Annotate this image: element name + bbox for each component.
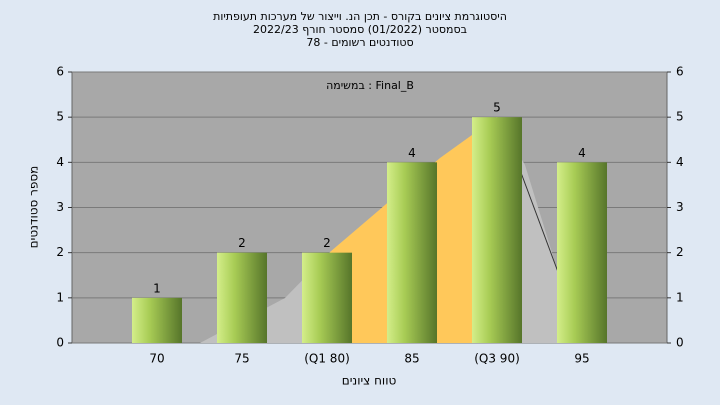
- bar: [557, 162, 607, 343]
- value-label: 4: [578, 146, 586, 160]
- y-tick-label: 6: [56, 65, 64, 79]
- chart-subtitle: סטודנטים רשומים - 78: [306, 36, 413, 49]
- bar: [302, 252, 352, 343]
- y2-tick-label: 6: [676, 65, 684, 79]
- y2-tick-label: 2: [676, 245, 684, 259]
- y-tick-label: 5: [56, 110, 64, 124]
- x-tick-label: 85: [404, 352, 419, 366]
- x-tick-label: 75: [234, 352, 249, 366]
- bar: [217, 252, 267, 343]
- chart-title: היסטוגרמת ציונים בקורס - תכן הנ. וייצור …: [213, 10, 507, 23]
- bar: [387, 162, 437, 343]
- y2-tick-label: 1: [676, 290, 684, 304]
- annotation: במשימה : Final_B: [326, 79, 414, 92]
- value-label: 5: [493, 101, 501, 115]
- chart-subtitle: בסמסטר (01/2022) סמסטר חורף 2022/23: [253, 23, 467, 36]
- y2-tick-label: 3: [676, 200, 684, 214]
- y-tick-label: 1: [56, 290, 64, 304]
- distribution-line: [519, 169, 559, 273]
- y-tick-label: 3: [56, 200, 64, 214]
- bar: [132, 297, 182, 343]
- value-label: 4: [408, 146, 416, 160]
- x-tick-label: 95: [574, 352, 589, 366]
- value-label: 2: [323, 236, 331, 250]
- x-tick-label: (Q3 90): [474, 352, 520, 366]
- y-axis-label: מספר סטודנטים: [27, 166, 41, 249]
- y2-tick-label: 4: [676, 155, 684, 169]
- x-tick-label: 70: [149, 352, 164, 366]
- value-label: 2: [238, 236, 246, 250]
- y2-tick-label: 5: [676, 110, 684, 124]
- x-tick-label: (Q1 80): [304, 352, 350, 366]
- y-tick-label: 0: [56, 336, 64, 350]
- bar: [472, 117, 522, 344]
- y2-tick-label: 0: [676, 336, 684, 350]
- x-axis-label: טווח ציונים: [342, 374, 397, 388]
- y-tick-label: 2: [56, 245, 64, 259]
- y-tick-label: 4: [56, 155, 64, 169]
- value-label: 1: [153, 281, 161, 295]
